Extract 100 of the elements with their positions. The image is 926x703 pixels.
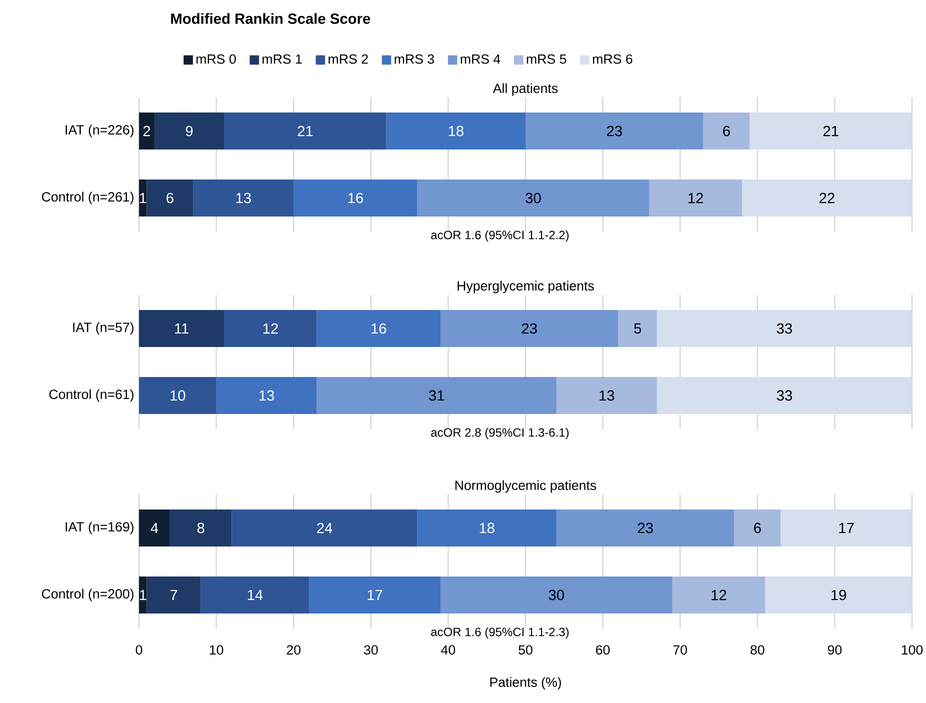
x-tick-label: 90 <box>828 645 842 655</box>
legend-label: mRS 3 <box>394 54 434 64</box>
bar <box>440 310 618 347</box>
x-tick-label: 50 <box>518 645 532 655</box>
bar <box>139 310 224 347</box>
chart-title: Normoglycemic patients <box>455 480 596 493</box>
bar <box>417 509 556 546</box>
bar <box>193 180 294 216</box>
bar <box>556 509 734 546</box>
bar <box>224 112 386 150</box>
annotation: acOR 1.6 (95%CI 1.1-2.2) <box>431 230 569 242</box>
legend-label: mRS 5 <box>526 54 566 64</box>
data-label: 6 <box>723 126 730 136</box>
bar <box>154 112 224 150</box>
bar <box>224 310 317 347</box>
data-label: 21 <box>298 126 313 136</box>
bar <box>294 180 418 216</box>
y-tick-label: IAT (n=169) <box>66 522 134 534</box>
bar <box>440 576 672 614</box>
bar <box>556 376 657 414</box>
data-label: 16 <box>372 323 386 334</box>
x-tick-label: 30 <box>364 645 378 655</box>
bar <box>672 576 766 614</box>
data-label: 8 <box>197 522 204 534</box>
data-label: 13 <box>260 390 274 401</box>
data-label: 21 <box>823 126 838 136</box>
data-label: 23 <box>606 126 622 136</box>
data-label: 33 <box>776 390 792 401</box>
bar <box>742 180 912 216</box>
data-label: 1 <box>140 590 146 600</box>
bar <box>656 376 912 414</box>
legend-label: mRS 6 <box>592 54 632 64</box>
data-label: 13 <box>600 390 614 401</box>
bar <box>386 112 526 150</box>
data-label: 12 <box>688 192 703 204</box>
bar <box>656 310 912 347</box>
x-axis-title: Patients (%) <box>490 677 561 690</box>
y-tick-label: Control (n=61) <box>49 389 134 402</box>
x-tick-label: 70 <box>673 645 687 655</box>
data-label: 4 <box>150 522 158 534</box>
bar <box>316 310 440 347</box>
data-label: 12 <box>712 590 726 600</box>
data-label: 19 <box>832 590 846 600</box>
bar <box>316 376 556 414</box>
data-label: 23 <box>638 522 653 534</box>
data-label: 18 <box>448 126 464 136</box>
x-tick-label: 60 <box>596 645 610 655</box>
bar <box>618 310 657 347</box>
bar <box>139 112 154 150</box>
bar <box>146 180 194 216</box>
chart-subtitle: All patients <box>492 83 558 96</box>
y-tick-label: Control (n=261) <box>42 192 134 204</box>
data-label: 33 <box>776 323 792 334</box>
bar <box>734 509 781 546</box>
chart-title: Hyperglycemic patients <box>458 280 594 294</box>
annotation: acOR 1.6 (95%CI 1.1-2.3) <box>431 627 569 639</box>
chart-title: Modified Rankin Scale Score <box>171 13 370 24</box>
bar <box>780 509 912 546</box>
bar <box>765 576 912 614</box>
y-tick-label: Control (n=200) <box>42 588 134 602</box>
x-tick-label: 100 <box>902 645 923 655</box>
data-label: 11 <box>175 323 188 334</box>
bar <box>703 112 750 150</box>
x-tick-label: 0 <box>136 645 142 655</box>
bar <box>417 180 650 216</box>
data-label: 7 <box>170 590 178 600</box>
data-label: 6 <box>166 192 174 204</box>
data-label: 2 <box>143 126 150 136</box>
bar <box>200 576 310 614</box>
x-tick-label: 80 <box>750 645 764 655</box>
data-label: 16 <box>348 192 363 204</box>
data-label: 18 <box>480 522 494 534</box>
x-tick-label: 40 <box>441 645 456 655</box>
annotation: acOR 2.8 (95%CI 1.3-6.1) <box>431 428 569 440</box>
data-label: 5 <box>634 323 642 334</box>
bar <box>309 576 440 614</box>
data-label: 24 <box>317 522 332 534</box>
bar <box>750 112 912 150</box>
data-label: 14 <box>248 590 263 600</box>
data-label: 1 <box>140 192 146 204</box>
data-label: 9 <box>186 126 193 136</box>
data-label: 13 <box>236 192 251 204</box>
y-tick-label: IAT (n=226) <box>66 124 134 138</box>
data-label: 17 <box>839 522 854 534</box>
legend-label: mRS 4 <box>460 54 500 64</box>
bar <box>139 509 170 546</box>
data-label: 30 <box>548 590 564 600</box>
legend-label: mRS 2 <box>328 54 368 64</box>
data-label: 12 <box>263 323 278 334</box>
bar <box>232 509 418 546</box>
bar <box>146 576 201 614</box>
data-label: 30 <box>526 192 541 204</box>
data-label: 31 <box>429 390 444 401</box>
bar <box>170 509 232 546</box>
bar <box>649 180 742 216</box>
legend-label: mRS 0 <box>196 54 236 64</box>
bar <box>139 376 216 414</box>
data-label: 17 <box>368 590 382 600</box>
x-tick-label: 20 <box>286 645 300 655</box>
legend-label: mRS 1 <box>262 54 302 64</box>
